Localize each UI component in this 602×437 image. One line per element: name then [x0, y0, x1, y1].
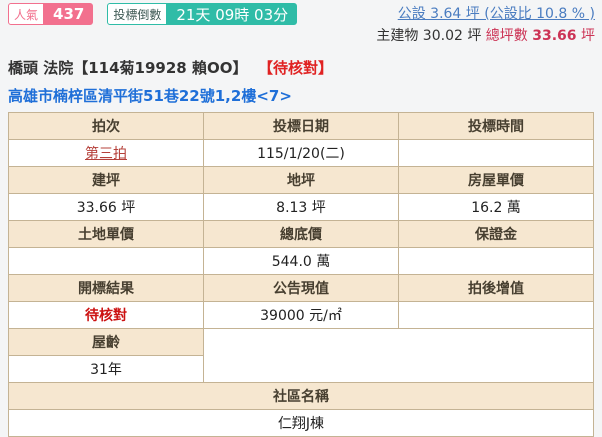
cell-post-auction-gain — [398, 301, 594, 329]
header-community-name: 社區名稱 — [8, 382, 594, 410]
auction-detail-table: 拍次 投標日期 投標時間 第三拍 115/1/20(二) 建坪 地坪 房屋單價 … — [8, 112, 595, 437]
badge-group: 人氣 437 投標倒數 21天 09時 03分 — [8, 3, 298, 25]
header-building-area: 建坪 — [8, 166, 204, 194]
table-row: 土地單價 總底價 保證金 — [8, 220, 594, 248]
cell-deposit — [398, 247, 594, 275]
area-summary: 公設 3.64 坪 (公設比 10.8 % ) 主建物 30.02 坪 總坪數 … — [376, 3, 595, 47]
table-row: 31年 — [8, 355, 594, 383]
table-row: 仁翔J棟 — [8, 409, 594, 437]
header-opening-result: 開標結果 — [8, 274, 204, 302]
header-announced-value: 公告現值 — [202, 274, 400, 302]
table-row: 待核對 39000 元/㎡ — [8, 301, 594, 329]
cell-community-name: 仁翔J棟 — [8, 409, 594, 437]
property-address-link[interactable]: 高雄市楠梓區清平街51巷22號1,2樓<7> — [8, 87, 292, 105]
table-row: 第三拍 115/1/20(二) — [8, 139, 594, 167]
cell-announced-value: 39000 元/㎡ — [202, 301, 400, 329]
header-house-age: 屋齡 — [8, 328, 204, 356]
total-area-value: 33.66 — [532, 28, 577, 44]
table-row: 社區名稱 — [8, 382, 594, 410]
header-house-unit-price: 房屋單價 — [398, 166, 594, 194]
popularity-label: 人氣 — [8, 3, 45, 25]
common-area-link[interactable]: 公設 3.64 坪 (公設比 10.8 % ) — [397, 6, 595, 22]
case-title-text: 橋頭 法院【114菊19928 賴OO】 — [8, 59, 248, 77]
case-title: 橋頭 法院【114菊19928 賴OO】 【待核對】 — [8, 57, 333, 78]
cell-bid-time — [398, 139, 594, 167]
header-deposit: 保證金 — [398, 220, 594, 248]
opening-result-status: 待核對 — [84, 308, 127, 324]
header-land-area: 地坪 — [202, 166, 400, 194]
table-row: 33.66 坪 8.13 坪 16.2 萬 — [8, 193, 594, 221]
cell-land-area: 8.13 坪 — [202, 193, 400, 221]
building-area-line: 主建物 30.02 坪 總坪數 33.66 坪 — [376, 25, 595, 47]
bid-countdown-label: 投標倒數 — [107, 3, 168, 25]
bid-countdown-value: 21天 09時 03分 — [167, 3, 298, 25]
header-post-auction-gain: 拍後增值 — [398, 274, 594, 302]
cell-bid-date: 115/1/20(二) — [202, 139, 400, 167]
popularity-count: 437 — [44, 3, 94, 25]
bid-countdown-badge: 投標倒數 21天 09時 03分 — [107, 3, 298, 25]
cell-building-area: 33.66 坪 — [8, 193, 204, 221]
cell-house-unit-price: 16.2 萬 — [398, 193, 594, 221]
cell-land-unit-price — [8, 247, 204, 275]
table-row: 開標結果 公告現值 拍後增值 — [8, 274, 594, 302]
cell-total-floor-price: 544.0 萬 — [202, 247, 400, 275]
main-building-area: 主建物 30.02 坪 — [376, 28, 482, 44]
cell-auction-round: 第三拍 — [8, 139, 204, 167]
top-bar: 人氣 437 投標倒數 21天 09時 03分 公設 3.64 坪 (公設比 1… — [8, 3, 595, 47]
table-row: 拍次 投標日期 投標時間 — [8, 112, 594, 140]
total-area-unit: 坪 — [581, 28, 595, 44]
status-badge: 【待核對】 — [265, 59, 333, 77]
cell-house-age-empty — [202, 328, 595, 383]
auction-round-link[interactable]: 第三拍 — [84, 146, 127, 162]
table-row: 建坪 地坪 房屋單價 — [8, 166, 594, 194]
header-bid-time: 投標時間 — [398, 112, 594, 140]
cell-house-age: 31年 — [8, 355, 204, 383]
header-auction-round: 拍次 — [8, 112, 204, 140]
header-land-unit-price: 土地單價 — [8, 220, 204, 248]
header-bid-date: 投標日期 — [202, 112, 400, 140]
table-row: 544.0 萬 — [8, 247, 594, 275]
popularity-badge: 人氣 437 — [8, 3, 94, 25]
total-area-label: 總坪數 — [485, 28, 528, 44]
header-total-floor-price: 總底價 — [202, 220, 400, 248]
cell-opening-result: 待核對 — [8, 301, 204, 329]
table-row: 屋齡 — [8, 328, 595, 383]
